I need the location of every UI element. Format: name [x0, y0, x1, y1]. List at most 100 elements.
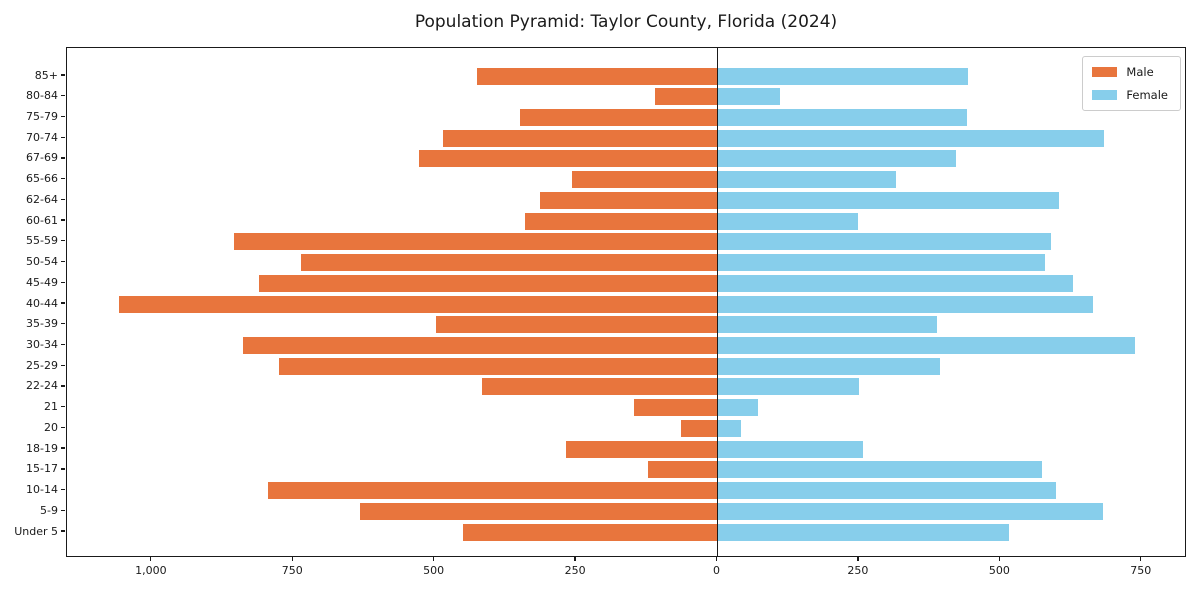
bar-female-20: [717, 419, 742, 437]
bar-female-62-64: [717, 191, 1059, 209]
bar-female-67-69: [717, 150, 957, 168]
y-tick-mark: [61, 178, 65, 180]
bar-male-75-79: [519, 108, 718, 126]
y-axis-label-22-24: 22-24: [26, 379, 58, 393]
bar-male-85-: [477, 67, 718, 85]
bar-female-40-44: [717, 295, 1094, 313]
x-axis-label-500: 500: [423, 564, 445, 577]
y-axis-label-10-14: 10-14: [26, 483, 58, 497]
bar-male-70-74: [443, 129, 718, 147]
x-tick-mark: [998, 556, 1000, 561]
y-tick-mark: [61, 281, 65, 283]
y-axis-label-85-: 85+: [34, 68, 58, 82]
y-tick-mark: [61, 488, 65, 491]
y-axis-label-21: 21: [44, 400, 58, 414]
bar-male-60-61: [525, 212, 718, 230]
bar-female-75-79: [717, 108, 967, 126]
x-axis-label-250: 250: [847, 564, 869, 577]
y-tick-mark: [61, 240, 65, 242]
y-axis-label-75-79: 75-79: [26, 109, 58, 123]
bar-male-21: [634, 399, 718, 417]
y-axis-label-20: 20: [44, 420, 58, 434]
y-tick-mark: [61, 219, 65, 221]
x-tick-mark: [1140, 556, 1142, 561]
y-axis-label-60-61: 60-61: [26, 213, 58, 227]
bar-female-under-5: [717, 523, 1010, 541]
y-tick-mark: [61, 115, 65, 118]
bar-male-10-14: [267, 482, 718, 500]
bar-male-18-19: [566, 440, 718, 458]
bar-female-15-17: [717, 461, 1043, 479]
bar-male-25-29: [278, 357, 718, 375]
bar-male-62-64: [540, 191, 718, 209]
bar-female-45-49: [717, 274, 1074, 292]
y-tick-mark: [61, 343, 65, 346]
y-tick-mark: [61, 260, 65, 263]
y-tick-mark: [61, 323, 65, 325]
y-axis-label-under-5: Under 5: [14, 524, 58, 538]
bar-female-70-74: [717, 129, 1104, 147]
legend-item-male: Male: [1092, 65, 1168, 79]
y-axis-label-30-34: 30-34: [26, 337, 58, 351]
x-axis-label-750: 750: [1130, 564, 1152, 577]
x-tick-mark: [291, 556, 293, 561]
x-axis-label-250: 250: [564, 564, 586, 577]
y-axis-label-25-29: 25-29: [26, 358, 58, 372]
y-tick-mark: [61, 95, 65, 97]
y-tick-mark: [61, 302, 65, 304]
bar-male-65-66: [572, 171, 718, 189]
y-axis-label-65-66: 65-66: [26, 172, 58, 186]
y-axis-label-45-49: 45-49: [26, 275, 58, 289]
bar-male-35-39: [436, 316, 718, 334]
zero-axis-line: [716, 48, 719, 556]
bar-male-20: [681, 419, 718, 437]
bar-female-10-14: [717, 482, 1057, 500]
bar-female-22-24: [717, 378, 860, 396]
x-tick-mark: [433, 556, 435, 561]
y-axis-label-67-69: 67-69: [26, 151, 58, 165]
bar-female-30-34: [717, 336, 1135, 354]
x-axis-label-750: 750: [281, 564, 303, 577]
y-tick-mark: [61, 198, 65, 201]
y-tick-mark: [61, 468, 65, 470]
bar-male-55-59: [233, 233, 718, 251]
y-tick-mark: [61, 364, 65, 366]
bar-female-35-39: [717, 316, 937, 334]
bar-male-50-54: [300, 254, 718, 272]
x-tick-mark: [574, 556, 576, 561]
y-tick-mark: [61, 157, 65, 159]
female-legend-label: Female: [1126, 88, 1168, 102]
y-axis-label-55-59: 55-59: [26, 234, 58, 248]
x-axis-label-0: 0: [713, 564, 720, 577]
bar-female-18-19: [717, 440, 863, 458]
bar-male-80-84: [655, 88, 718, 106]
y-tick-mark: [61, 426, 65, 429]
male-legend-label: Male: [1126, 65, 1154, 79]
y-axis-label-80-84: 80-84: [26, 89, 58, 103]
y-tick-mark: [61, 74, 65, 76]
female-legend-swatch: [1092, 90, 1118, 100]
y-tick-mark: [61, 406, 65, 408]
bar-female-85-: [717, 67, 969, 85]
bar-female-65-66: [717, 171, 897, 189]
bar-male-30-34: [243, 336, 718, 354]
x-tick-mark: [150, 556, 152, 561]
x-axis-label-500: 500: [988, 564, 1010, 577]
bar-male-5-9: [360, 502, 718, 520]
bar-male-under-5: [462, 523, 718, 541]
y-axis-label-15-17: 15-17: [26, 462, 58, 476]
bar-male-40-44: [119, 295, 718, 313]
y-tick-mark: [61, 136, 65, 138]
y-axis-label-50-54: 50-54: [26, 255, 58, 269]
y-axis-label-62-64: 62-64: [26, 192, 58, 206]
y-axis-label-70-74: 70-74: [26, 130, 58, 144]
y-tick-mark: [61, 509, 65, 511]
x-tick-mark: [715, 556, 718, 561]
y-tick-mark: [61, 385, 65, 387]
y-axis-label-40-44: 40-44: [26, 296, 58, 310]
bar-female-50-54: [717, 254, 1045, 272]
y-tick-mark: [61, 530, 65, 532]
y-axis-label-5-9: 5-9: [40, 503, 58, 517]
bar-male-22-24: [481, 378, 718, 396]
